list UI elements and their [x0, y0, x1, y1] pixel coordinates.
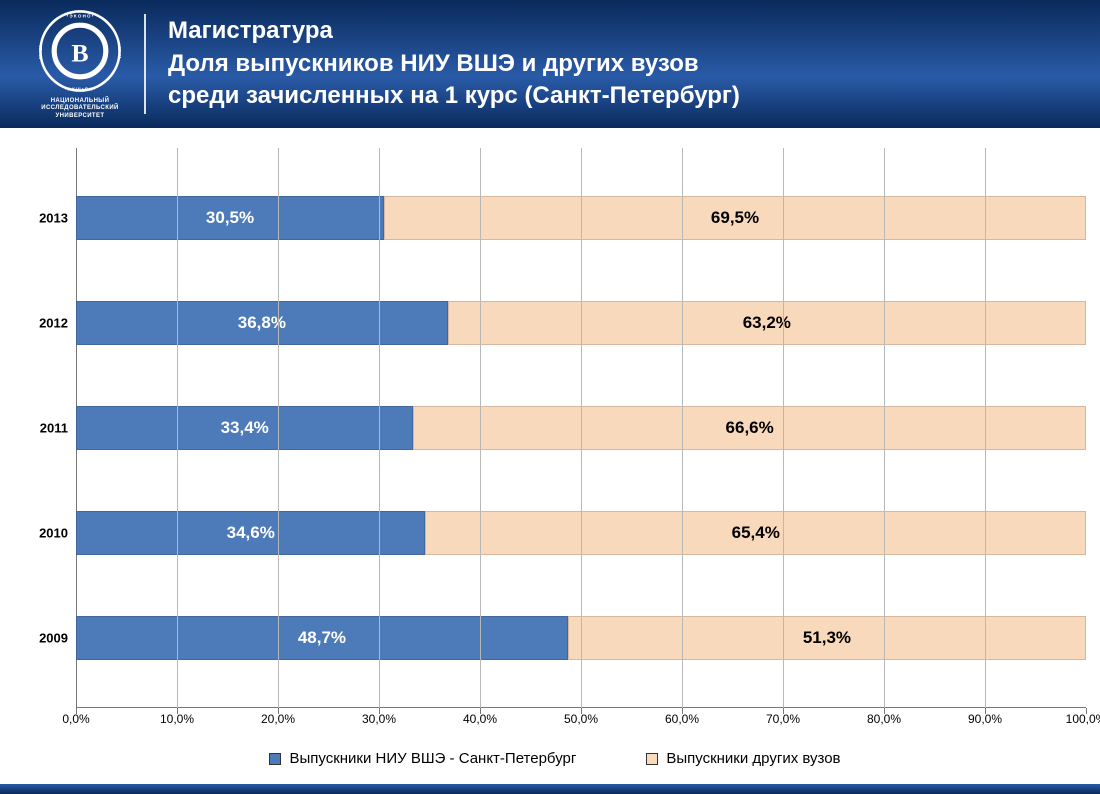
gridline	[379, 148, 380, 708]
svg-text:• А К Ш • Я А •: • А К Ш • Я А •	[65, 87, 96, 92]
x-tick-label: 90,0%	[968, 712, 1002, 726]
y-category-label: 2013	[24, 211, 68, 226]
plot-area: 201330,5%69,5%201236,8%63,2%201133,4%66,…	[76, 148, 1086, 708]
legend-swatch	[646, 753, 658, 765]
x-tick-label: 100,0%	[1066, 712, 1100, 726]
y-category-label: 2011	[24, 420, 68, 435]
gridline	[581, 148, 582, 708]
legend-label: Выпускники других вузов	[666, 750, 840, 767]
gridline	[783, 148, 784, 708]
bar-segment: 48,7%	[76, 616, 568, 660]
gridline	[985, 148, 986, 708]
title-line-3: среди зачисленных на 1 курс (Санкт-Петер…	[168, 80, 1076, 112]
gridline	[480, 148, 481, 708]
y-category-label: 2009	[24, 630, 68, 645]
svg-text:В: В	[71, 39, 88, 68]
bar-segment: 63,2%	[448, 301, 1086, 345]
x-tick-label: 40,0%	[463, 712, 497, 726]
x-tick-label: 10,0%	[160, 712, 194, 726]
page-title: Магистратура Доля выпускников НИУ ВШЭ и …	[168, 15, 1076, 112]
svg-text:М • И: М • И	[117, 47, 122, 58]
bar-segment: 30,5%	[76, 196, 384, 240]
x-tick-label: 60,0%	[665, 712, 699, 726]
logo: В • Э К О Н О • • А К Ш • Я А • Ш • Ш М …	[24, 8, 136, 120]
y-category-label: 2010	[24, 525, 68, 540]
title-line-1: Магистратура	[168, 15, 1076, 47]
x-tick-label: 30,0%	[362, 712, 396, 726]
bar-segment: 51,3%	[568, 616, 1086, 660]
x-tick-label: 70,0%	[766, 712, 800, 726]
title-line-2: Доля выпускников НИУ ВШЭ и других вузов	[168, 48, 1076, 80]
legend: Выпускники НИУ ВШЭ - Санкт-Петербург Выпу…	[24, 750, 1086, 767]
x-tick-label: 80,0%	[867, 712, 901, 726]
y-category-label: 2012	[24, 316, 68, 331]
legend-swatch	[269, 753, 281, 765]
header-divider	[144, 14, 146, 114]
x-tick-label: 20,0%	[261, 712, 295, 726]
bar-segment: 65,4%	[425, 511, 1086, 555]
x-axis: 0,0%10,0%20,0%30,0%40,0%50,0%60,0%70,0%8…	[76, 708, 1086, 732]
x-tick-label: 0,0%	[62, 712, 89, 726]
bar-segment: 69,5%	[384, 196, 1086, 240]
gridline	[177, 148, 178, 708]
logo-subtext: НАЦИОНАЛЬНЫЙ ИССЛЕДОВАТЕЛЬСКИЙ УНИВЕРСИТ…	[24, 98, 136, 120]
bar-segment: 36,8%	[76, 301, 448, 345]
gridline	[884, 148, 885, 708]
logo-subtext-line1: НАЦИОНАЛЬНЫЙ ИССЛЕДОВАТЕЛЬСКИЙ	[41, 98, 119, 111]
x-tick-label: 50,0%	[564, 712, 598, 726]
legend-item: Выпускники других вузов	[646, 750, 840, 767]
legend-label: Выпускники НИУ ВШЭ - Санкт-Петербург	[289, 750, 576, 767]
bar-segment: 34,6%	[76, 511, 425, 555]
header: В • Э К О Н О • • А К Ш • Я А • Ш • Ш М …	[0, 0, 1100, 128]
logo-subtext-line2: УНИВЕРСИТЕТ	[56, 113, 105, 119]
svg-text:Ш • Ш: Ш • Ш	[38, 46, 43, 60]
gridline	[682, 148, 683, 708]
chart: 201330,5%69,5%201236,8%63,2%201133,4%66,…	[0, 128, 1100, 794]
footer-gradient	[0, 784, 1100, 794]
svg-text:• Э К О Н О •: • Э К О Н О •	[67, 14, 94, 19]
legend-item: Выпускники НИУ ВШЭ - Санкт-Петербург	[269, 750, 576, 767]
bar-segment: 33,4%	[76, 406, 413, 450]
gridline	[278, 148, 279, 708]
hse-logo-icon: В • Э К О Н О • • А К Ш • Я А • Ш • Ш М …	[37, 8, 123, 94]
